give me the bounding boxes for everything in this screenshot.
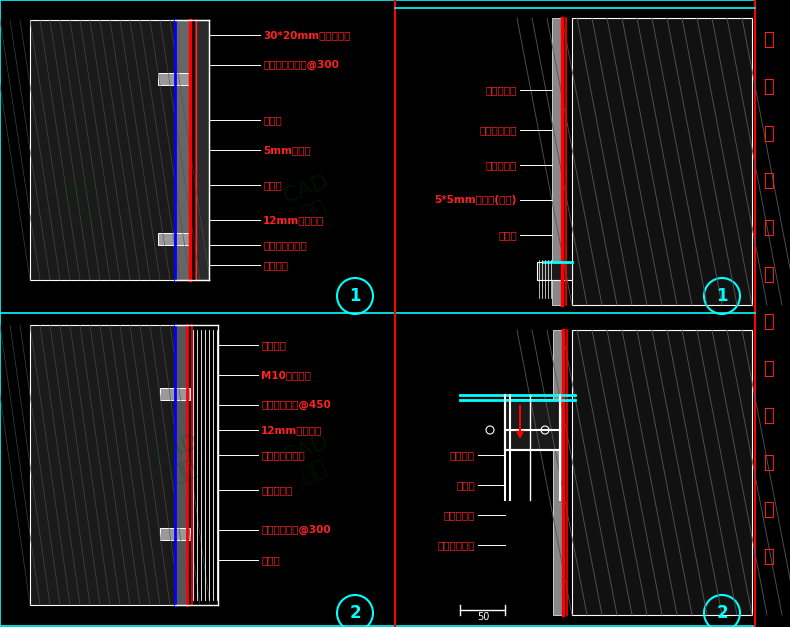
Text: 1: 1 <box>349 287 361 305</box>
Text: 工: 工 <box>762 407 773 425</box>
Text: 卡式龙管: 卡式龙管 <box>450 450 475 460</box>
Bar <box>160 388 190 400</box>
Text: 相: 相 <box>762 313 773 331</box>
Bar <box>553 330 563 615</box>
Text: 艺: 艺 <box>762 454 773 472</box>
Text: CAD
机械: CAD 机械 <box>150 431 210 488</box>
Text: 建筑墙体: 建筑墙体 <box>261 340 286 350</box>
Text: 墙: 墙 <box>762 31 773 49</box>
Text: 质: 质 <box>762 266 773 284</box>
Text: 同: 同 <box>762 172 773 190</box>
Bar <box>572 330 752 615</box>
Text: CAD
机械: CAD 机械 <box>280 431 340 488</box>
Text: 不锈钢饰面: 不锈钢饰面 <box>486 160 517 170</box>
Text: 成品木饰面: 成品木饰面 <box>261 485 292 495</box>
Text: 做: 做 <box>762 501 773 519</box>
Bar <box>552 18 562 305</box>
Text: 卡式龙骨竖档@450: 卡式龙骨竖档@450 <box>261 400 331 410</box>
Text: 1: 1 <box>717 287 728 305</box>
Bar <box>572 18 752 305</box>
Text: 刷防火涂料三度@300: 刷防火涂料三度@300 <box>263 60 339 70</box>
Text: CAD
机械: CAD 机械 <box>280 172 340 228</box>
Text: 卡式龙骨横档@300: 卡式龙骨横档@300 <box>261 525 331 535</box>
Text: 木饰面挂条: 木饰面挂条 <box>486 85 517 95</box>
Text: M10膨胀螺栓: M10膨胀螺栓 <box>261 370 311 380</box>
Text: 不锈钢饰面: 不锈钢饰面 <box>444 510 475 520</box>
Bar <box>158 73 190 85</box>
Text: 接: 接 <box>762 360 773 378</box>
Text: 刷防火涂料三度: 刷防火涂料三度 <box>261 450 305 460</box>
Bar <box>537 262 572 280</box>
Bar <box>505 400 560 450</box>
Text: 细木工板基层: 细木工板基层 <box>438 540 475 550</box>
Text: 面: 面 <box>762 78 773 96</box>
Bar <box>175 20 190 280</box>
Text: 木饰面: 木饰面 <box>498 230 517 240</box>
Bar <box>196 20 209 280</box>
Text: 法: 法 <box>762 548 773 566</box>
Text: CAD
机械: CAD 机械 <box>50 172 110 228</box>
Text: 12mm厚多层板: 12mm厚多层板 <box>263 215 324 225</box>
Text: 材: 材 <box>762 219 773 237</box>
Text: 不: 不 <box>762 125 773 143</box>
Text: 2: 2 <box>717 604 728 622</box>
Text: 5mm工艺缝: 5mm工艺缝 <box>263 145 310 155</box>
Bar <box>30 20 175 280</box>
Bar <box>175 325 187 605</box>
Text: 2: 2 <box>349 604 361 622</box>
Bar <box>158 233 190 245</box>
Text: 木饰面: 木饰面 <box>457 480 475 490</box>
Text: 木挂条: 木挂条 <box>263 115 282 125</box>
Text: 5*5mm工艺缝(见光): 5*5mm工艺缝(见光) <box>435 195 517 205</box>
Text: 刷防火涂料三度: 刷防火涂料三度 <box>263 240 307 250</box>
Bar <box>160 528 190 540</box>
Text: 30*20mm木龙骨基层: 30*20mm木龙骨基层 <box>263 30 351 40</box>
Text: 50: 50 <box>477 612 489 622</box>
Text: 细木工板基层: 细木工板基层 <box>480 125 517 135</box>
Text: 木饰面: 木饰面 <box>263 180 282 190</box>
Text: 12mm厚多层板: 12mm厚多层板 <box>261 425 322 435</box>
Bar <box>30 325 175 605</box>
Text: 木挂条: 木挂条 <box>261 555 280 565</box>
Text: 建筑墙体: 建筑墙体 <box>263 260 288 270</box>
